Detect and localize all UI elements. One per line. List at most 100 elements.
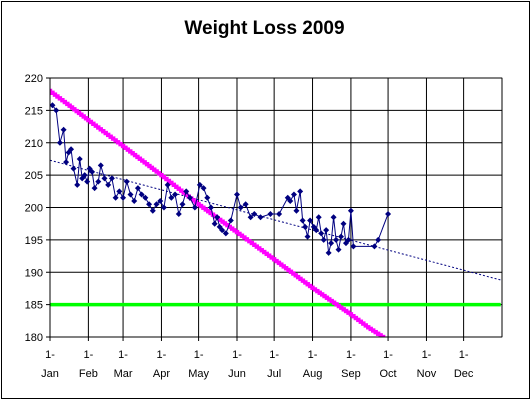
target-point	[300, 278, 306, 283]
weight-point	[74, 181, 81, 188]
target-point	[169, 180, 174, 186]
target-point	[327, 297, 332, 302]
y-tick-label: 180	[25, 332, 43, 344]
weight-point	[68, 146, 75, 153]
target-point	[159, 172, 164, 178]
target-point	[346, 310, 351, 315]
target-point	[164, 176, 169, 182]
x-tick-label: 1-	[45, 349, 55, 361]
target-point	[356, 317, 361, 323]
target-point	[206, 209, 211, 214]
chart-title: Weight Loss 2009	[184, 18, 345, 39]
target-point	[144, 161, 150, 167]
weight-point	[242, 201, 249, 208]
target-point	[113, 138, 118, 143]
weight-point	[297, 188, 304, 195]
target-point	[348, 312, 354, 317]
target-point	[123, 145, 128, 151]
weight-point	[204, 194, 211, 201]
target-point	[271, 257, 277, 262]
weight-point	[196, 181, 203, 188]
weight-point	[175, 210, 182, 217]
target-point	[276, 260, 282, 266]
target-point	[371, 328, 376, 333]
target-point	[274, 258, 279, 264]
weight-point	[56, 139, 63, 146]
target-point	[110, 136, 116, 141]
target-point	[315, 288, 320, 294]
target-point	[334, 302, 339, 307]
weight-point	[95, 178, 102, 185]
weight-point	[108, 175, 115, 182]
target-point	[152, 167, 157, 172]
target-point	[363, 323, 368, 328]
target-point	[331, 300, 337, 305]
weight-point	[138, 191, 145, 198]
axes	[46, 77, 502, 341]
target-point	[281, 264, 286, 269]
weight-point	[207, 204, 214, 211]
target-point	[319, 292, 325, 297]
weight-point	[328, 240, 335, 247]
target-point	[65, 101, 70, 107]
weight-point	[191, 204, 198, 211]
target-point	[184, 192, 189, 197]
x-tick-labels: 1- Jan 1- Feb 1- Mar 1- Apr 1- May 1- Jun 1- Jul 1- Aug…	[41, 349, 474, 380]
target-point	[135, 154, 140, 160]
target-point	[60, 98, 65, 103]
target-point	[269, 255, 274, 260]
target-point	[72, 107, 77, 112]
target-point	[303, 280, 308, 285]
x-tick-label: Jan	[41, 368, 59, 380]
target-point	[50, 90, 55, 95]
target-point	[118, 141, 123, 147]
target-point	[174, 184, 179, 189]
target-point	[120, 143, 126, 149]
target-point	[249, 240, 255, 246]
weight-point	[293, 207, 300, 214]
weight-point	[149, 207, 156, 214]
weight-point	[183, 188, 190, 195]
target-point	[217, 217, 223, 223]
weight-point	[76, 155, 83, 162]
target-point	[366, 325, 371, 330]
weight-point	[313, 227, 320, 234]
weight-point	[168, 194, 175, 201]
weight-point	[320, 236, 327, 243]
y-tick-label: 205	[25, 170, 43, 182]
x-tick-label: 1-	[83, 349, 93, 361]
weight-point	[307, 217, 314, 224]
target-point	[324, 295, 330, 300]
target-point	[380, 334, 386, 337]
target-point	[343, 308, 349, 314]
weight-point	[325, 249, 332, 256]
weight-point	[97, 162, 104, 169]
weight-point	[247, 214, 254, 221]
target-point	[106, 132, 111, 138]
target-point	[128, 149, 133, 154]
y-tick-label: 200	[25, 203, 43, 215]
target-point	[257, 246, 262, 251]
weight-point	[257, 214, 264, 221]
target-point	[140, 158, 145, 163]
x-tick-label: Feb	[79, 368, 98, 380]
target-point	[176, 186, 181, 191]
weight-point	[101, 175, 108, 182]
target-point	[227, 224, 232, 230]
target-point	[225, 222, 230, 228]
target-point	[237, 231, 242, 237]
target-point	[232, 228, 237, 233]
series-1	[50, 159, 501, 281]
target-point	[55, 94, 60, 99]
target-point	[62, 99, 68, 105]
target-point	[239, 233, 245, 238]
target-point	[375, 331, 381, 336]
weight-point	[186, 194, 193, 201]
target-point	[259, 248, 264, 253]
target-point	[266, 253, 272, 258]
x-tick-label: May	[188, 368, 209, 380]
target-point	[201, 205, 206, 210]
x-tick-label: 1-	[308, 349, 318, 361]
weight-point	[127, 191, 134, 198]
y-tick-labels: 180 185 190 195 200 205 210 215 220	[25, 73, 43, 344]
